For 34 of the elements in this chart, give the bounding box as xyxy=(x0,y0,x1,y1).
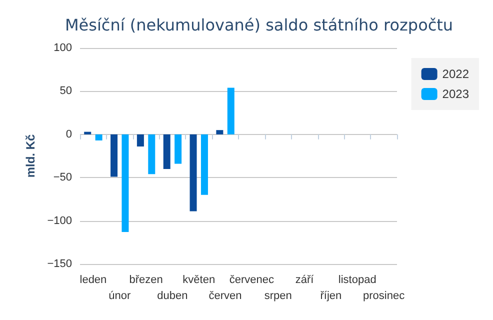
bar xyxy=(216,130,224,134)
x-tick-label: květen xyxy=(182,274,216,286)
y-tick-label: 0 xyxy=(66,128,72,140)
x-tick-label: březen xyxy=(129,274,163,286)
bar xyxy=(227,88,234,134)
chart-title: Měsíční (nekumulované) saldo státního rozpočtu xyxy=(65,16,454,34)
bar xyxy=(136,134,144,146)
x-tick-label: srpen xyxy=(264,290,292,302)
x-tick-label: únor xyxy=(108,290,131,302)
x-tick-label: prosinec xyxy=(363,290,406,302)
bar xyxy=(148,134,156,174)
bar xyxy=(200,134,208,195)
x-tick-label: duben xyxy=(157,290,188,302)
bar xyxy=(122,134,129,232)
x-tick-label: září xyxy=(295,274,315,286)
y-tick-label: 50 xyxy=(60,85,72,98)
y-axis-title: mld. Kč xyxy=(23,134,38,178)
y-tick-label: −100 xyxy=(47,214,72,227)
y-tick-label: 100 xyxy=(54,42,72,54)
legend-label: 2022 xyxy=(442,67,470,81)
x-tick-label: listopad xyxy=(338,274,376,286)
y-tick-label: −50 xyxy=(53,172,72,184)
legend-label: 2023 xyxy=(442,87,470,101)
bar xyxy=(84,132,92,134)
bar xyxy=(110,134,118,177)
x-tick-label: červen xyxy=(208,290,242,302)
y-tick-label: −150 xyxy=(47,258,72,270)
x-tick-label: říjen xyxy=(320,290,342,302)
x-tick-label: červenec xyxy=(229,274,275,286)
bar xyxy=(163,134,170,169)
x-tick-label: leden xyxy=(80,274,107,286)
bar xyxy=(95,134,102,140)
bar xyxy=(190,134,197,212)
bar xyxy=(174,134,182,164)
